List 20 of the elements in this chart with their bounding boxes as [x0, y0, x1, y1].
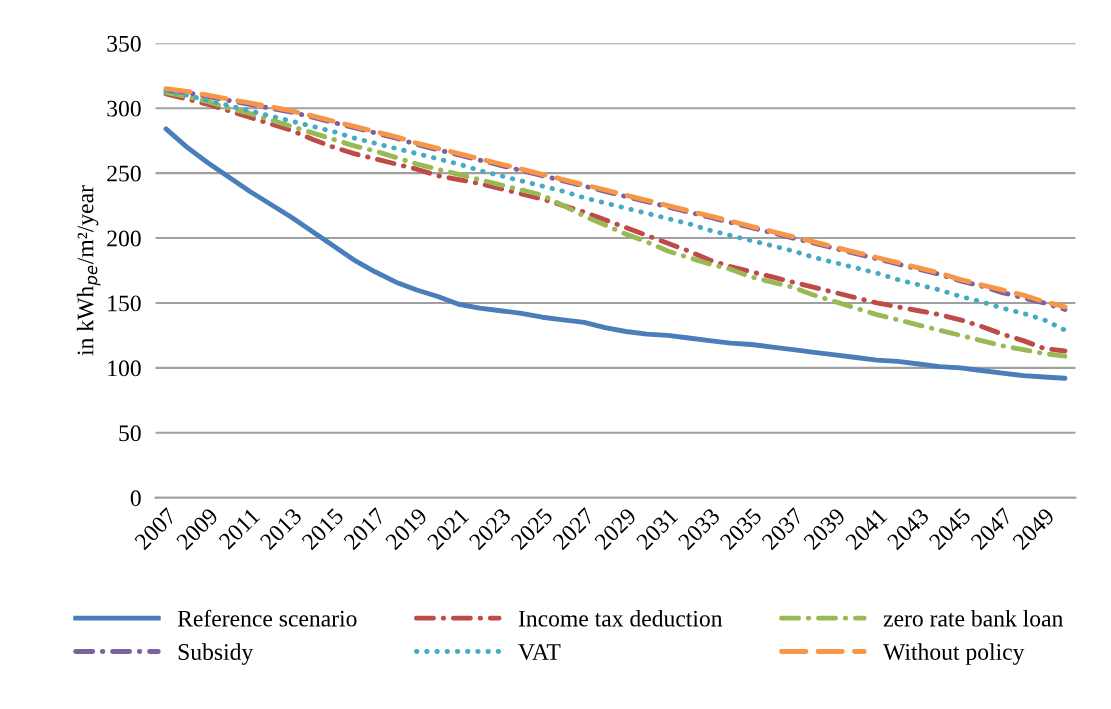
x-tick-label: 2011	[218, 507, 261, 550]
legend-label: Subsidy	[178, 643, 254, 665]
y-tick-label: 50	[119, 425, 141, 442]
legend-label: Without policy	[883, 643, 1025, 665]
y-tick-label: 350	[107, 35, 141, 52]
x-tick-label: 2041	[844, 507, 888, 551]
y-tick-label: 200	[107, 230, 141, 247]
legend-label: VAT	[518, 644, 561, 661]
legend-label: zero rate bank loan	[883, 610, 1063, 627]
y-tick-label: 300	[107, 100, 141, 117]
x-tick-label: 2031	[635, 507, 679, 551]
line-series	[163, 126, 1068, 381]
y-tick-label: 150	[108, 295, 141, 312]
y-tick-label: 250	[107, 165, 141, 182]
y-axis-title: in kWh$_{pe}$/m²/year	[76, 185, 101, 356]
y-tick-label: 0	[130, 490, 141, 507]
x-tick-label: 2021	[426, 507, 470, 551]
y-tick-label: 100	[108, 360, 141, 377]
legend-label: Reference scenario	[177, 609, 357, 627]
legend-label: Income tax deduction	[518, 610, 723, 627]
